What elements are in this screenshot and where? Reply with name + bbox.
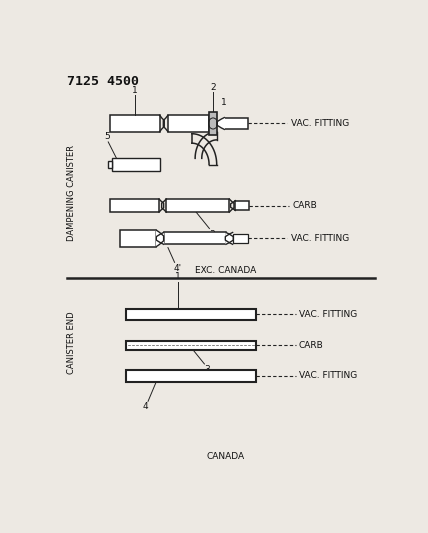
Text: CARB: CARB [292,201,317,210]
Text: 7125 4500: 7125 4500 [67,76,139,88]
Bar [166,199,229,212]
Bar [108,161,112,168]
Bar [127,309,256,320]
Polygon shape [225,232,233,244]
Bar [127,370,256,382]
Text: 1: 1 [132,86,138,95]
Text: DAMPENING CANISTER: DAMPENING CANISTER [67,145,76,241]
Bar [120,230,156,247]
Text: 3: 3 [204,365,210,374]
Text: 4': 4' [173,264,181,272]
Text: EXC. CANADA: EXC. CANADA [195,266,257,275]
Polygon shape [156,232,163,244]
Text: CANADA: CANADA [207,452,245,461]
Bar [110,115,160,132]
Text: 2: 2 [210,83,216,92]
Text: 4: 4 [143,402,149,411]
Text: CARB: CARB [299,341,324,350]
Bar [112,158,160,171]
Bar [127,341,256,350]
Polygon shape [217,118,224,130]
Text: 1: 1 [175,272,181,281]
Bar [110,199,159,212]
Text: 1: 1 [220,98,226,107]
Bar [163,232,226,244]
Text: VAC. FITTING: VAC. FITTING [299,372,357,381]
Text: VAC. FITTING: VAC. FITTING [291,234,349,243]
Polygon shape [156,230,163,247]
Text: 3: 3 [209,230,215,239]
Text: 5: 5 [104,132,110,141]
Polygon shape [226,232,233,244]
Bar [235,200,249,211]
Bar [127,342,255,349]
Bar [224,118,247,130]
Bar [168,115,209,132]
Bar [233,234,247,243]
Text: VAC. FITTING: VAC. FITTING [299,310,357,319]
Bar [209,112,217,134]
Text: VAC. FITTING: VAC. FITTING [291,119,349,128]
Text: CANISTER END: CANISTER END [67,312,76,374]
